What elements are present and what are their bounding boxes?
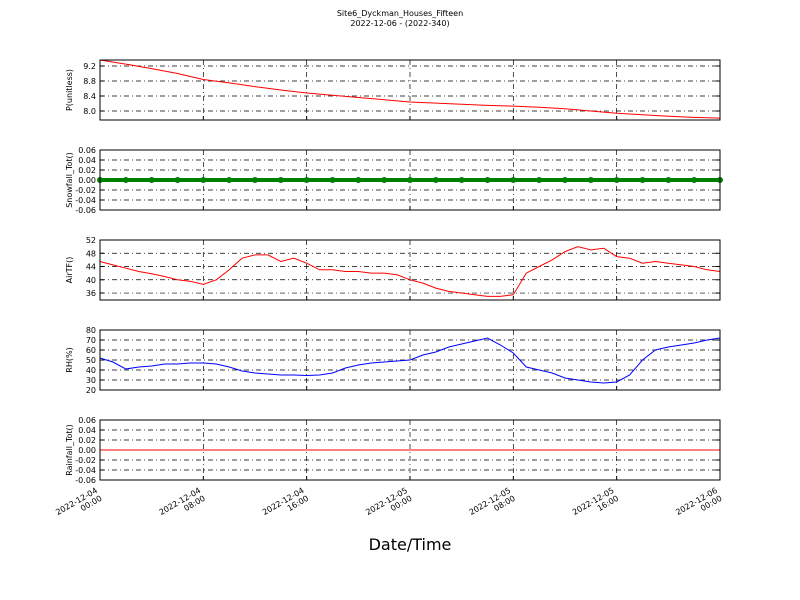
data-point: [562, 177, 568, 183]
data-point: [381, 177, 388, 183]
data-point: [639, 177, 646, 183]
chart-title: Site6_Dyckman_Houses_Fifteen: [337, 9, 463, 18]
data-point: [691, 177, 698, 183]
data-point: [329, 177, 336, 183]
data-point: [484, 177, 491, 183]
y-tick-label: 70: [86, 336, 96, 345]
y-tick-label: 0.00: [78, 446, 96, 455]
y-tick-label: -0.04: [75, 196, 96, 205]
data-point: [200, 177, 207, 183]
y-tick-label: 52: [86, 236, 96, 245]
data-point: [458, 177, 465, 183]
y-tick-label: -0.02: [75, 186, 96, 195]
x-tick-label: 2022-12-0508:00: [468, 486, 517, 525]
data-point: [407, 177, 413, 183]
y-tick-label: 20: [86, 386, 96, 395]
data-point: [613, 177, 620, 183]
data-point: [587, 177, 594, 183]
y-tick-label: 0.06: [78, 416, 96, 425]
y-tick-label: -0.04: [75, 466, 96, 475]
y-tick-label: 0.04: [78, 426, 96, 435]
y-axis-label: Snowfall_Tot(): [65, 152, 74, 208]
data-point: [536, 177, 543, 183]
data-point: [252, 177, 258, 183]
plot-frame: [99, 329, 721, 391]
y-tick-label: 40: [86, 276, 96, 285]
x-tick-label: 2022-12-0500:00: [364, 486, 413, 525]
plot-frame: [99, 419, 721, 481]
y-axis-label: AirTF(): [65, 257, 74, 284]
y-tick-label: 30: [86, 376, 96, 385]
y-tick-label: 44: [86, 263, 96, 272]
y-tick-label: 8.4: [83, 92, 96, 101]
data-point: [303, 177, 310, 183]
data-point: [174, 177, 181, 183]
data-point: [226, 177, 233, 183]
y-tick-label: 50: [86, 356, 96, 365]
data-line: [99, 337, 721, 384]
y-tick-label: 0.04: [78, 156, 96, 165]
y-tick-label: -0.02: [75, 456, 96, 465]
y-axis-label: RH(%): [65, 347, 74, 372]
y-tick-label: 48: [86, 249, 96, 258]
data-point: [122, 177, 129, 183]
x-tick-label: 2022-12-0516:00: [571, 486, 620, 525]
data-point: [355, 177, 362, 183]
plot-frame: [99, 239, 721, 301]
y-tick-label: 0.02: [78, 436, 96, 445]
data-line: [99, 246, 721, 297]
y-tick-label: 0.02: [78, 166, 96, 175]
data-line: [99, 59, 721, 119]
plot-frame: [99, 149, 721, 211]
data-point: [665, 177, 672, 183]
y-axis-label: Rainfall_Tot(): [65, 424, 74, 476]
y-axis-label: P(unitless): [65, 69, 74, 111]
y-tick-label: 8.0: [83, 107, 96, 116]
data-point: [510, 177, 517, 183]
plot-frame: [99, 59, 721, 121]
x-tick-label: 2022-12-0416:00: [261, 486, 310, 525]
y-tick-label: 9.2: [83, 62, 96, 71]
y-tick-label: 40: [86, 366, 96, 375]
x-tick-label: 2022-12-0600:00: [674, 486, 723, 525]
x-tick-label: 2022-12-0400:00: [54, 486, 103, 525]
data-point: [148, 177, 155, 183]
y-tick-label: -0.06: [75, 206, 96, 215]
x-axis-label: Date/Time: [369, 535, 452, 554]
chart-subtitle: 2022-12-06 - (2022-340): [350, 19, 449, 28]
y-tick-label: 80: [86, 326, 96, 335]
x-tick-label: 2022-12-0408:00: [158, 486, 207, 525]
data-point: [432, 177, 439, 183]
y-tick-label: 60: [86, 346, 96, 355]
y-tick-label: 36: [86, 289, 96, 298]
y-tick-label: 0.00: [78, 176, 96, 185]
y-tick-label: -0.06: [75, 476, 96, 485]
y-tick-label: 0.06: [78, 146, 96, 155]
y-tick-label: 8.8: [83, 77, 96, 86]
data-point: [277, 177, 284, 183]
